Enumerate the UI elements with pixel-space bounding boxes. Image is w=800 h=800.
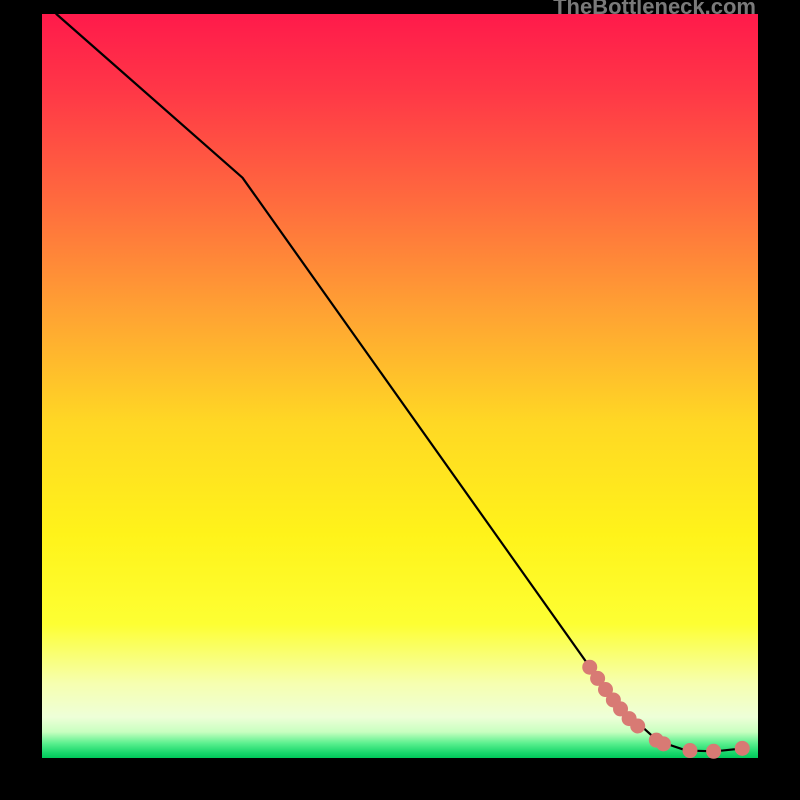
data-marker	[631, 719, 645, 733]
data-marker	[707, 744, 721, 758]
chart-frame: TheBottleneck.com	[0, 0, 800, 800]
data-marker	[735, 741, 749, 755]
data-marker	[683, 744, 697, 758]
chart-svg	[0, 0, 800, 800]
marker-group	[583, 660, 750, 758]
data-marker	[656, 737, 670, 751]
watermark-text: TheBottleneck.com	[553, 0, 756, 20]
trend-line	[56, 14, 743, 751]
